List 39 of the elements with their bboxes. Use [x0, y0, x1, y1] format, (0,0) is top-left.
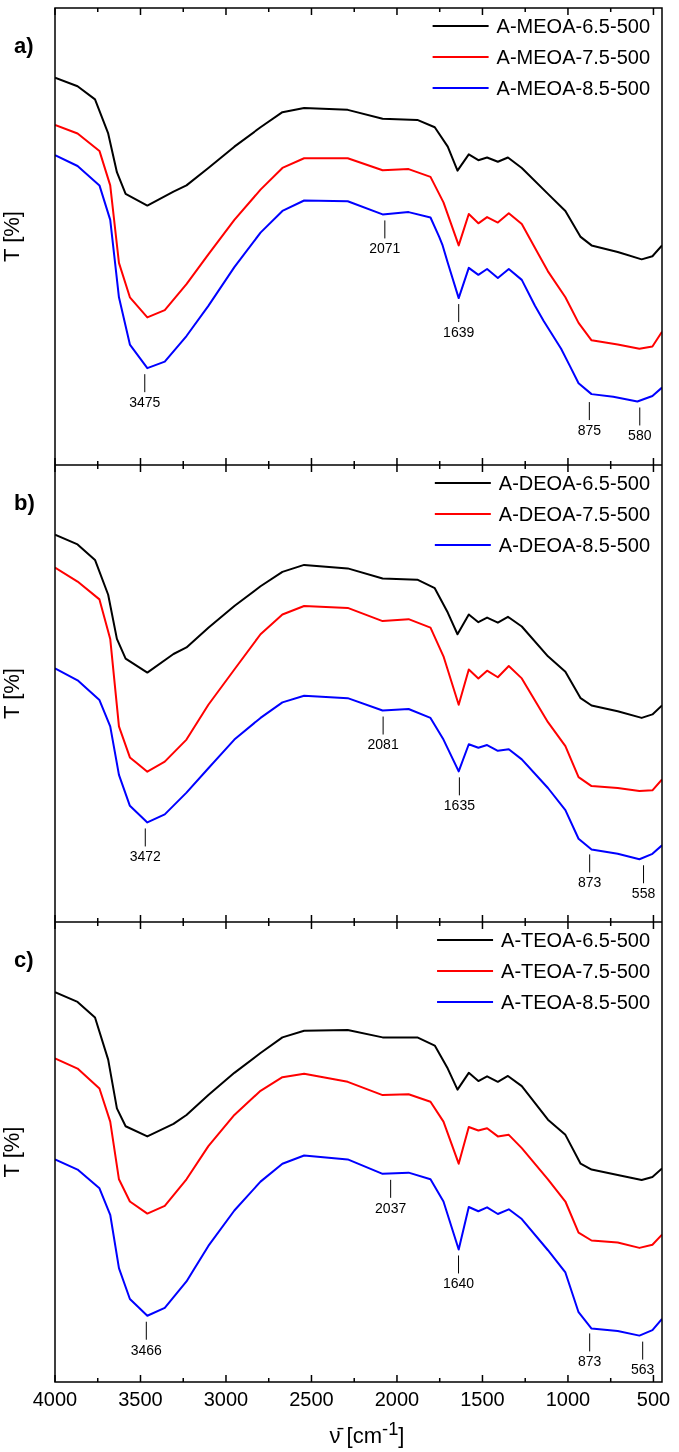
annotation: 2037	[375, 1199, 407, 1216]
legend-label: A-DEOA-6.5-500	[498, 471, 650, 494]
x-tick-label: 500	[636, 1387, 671, 1410]
annotation: 563	[631, 1361, 655, 1378]
x-tick-label: 2500	[289, 1387, 334, 1410]
annotation: 3472	[129, 848, 162, 865]
annotation: 2081	[367, 736, 399, 753]
legend-label: A-MEOA-8.5-500	[496, 76, 650, 99]
annotation: 875	[577, 421, 602, 438]
y-axis-title: T [%]	[0, 668, 25, 719]
x-tick-label: 3000	[203, 1387, 249, 1410]
legend-label: A-MEOA-6.5-500	[496, 14, 650, 37]
legend-label: A-TEOA-8.5-500	[501, 990, 651, 1013]
legend-label: A-DEOA-7.5-500	[498, 502, 650, 525]
chart-title: b)	[14, 490, 35, 516]
x-tick-label: 1000	[545, 1387, 591, 1410]
y-axis-title: T [%]	[0, 211, 25, 262]
x-tick-label: 3500	[118, 1387, 163, 1410]
x-tick-label: 1500	[460, 1387, 505, 1410]
annotation: 1640	[442, 1275, 475, 1292]
annotation: 3475	[129, 394, 161, 411]
annotation: 558	[631, 885, 656, 902]
legend-label: A-MEOA-7.5-500	[496, 45, 650, 68]
chart-title: c)	[14, 947, 34, 973]
legend-label: A-TEOA-7.5-500	[501, 959, 651, 982]
legend-label: A-DEOA-8.5-500	[498, 533, 650, 556]
x-axis-title: ν̄ [cm$^{-1}$]	[328, 1418, 406, 1450]
annotation: 1635	[443, 797, 476, 814]
annotation: 580	[628, 427, 652, 444]
legend-label: A-TEOA-6.5-500	[501, 928, 651, 951]
annotation: 1639	[443, 323, 475, 340]
x-tick-label: 2000	[374, 1387, 420, 1410]
annotation: 2071	[369, 240, 401, 257]
annotation: 873	[577, 874, 602, 891]
y-axis-title: T [%]	[0, 1126, 25, 1178]
annotation: 873	[577, 1353, 602, 1370]
annotation: 3466	[130, 1341, 163, 1358]
chart-title: a)	[14, 33, 34, 59]
x-tick-label: 4000	[32, 1387, 78, 1410]
